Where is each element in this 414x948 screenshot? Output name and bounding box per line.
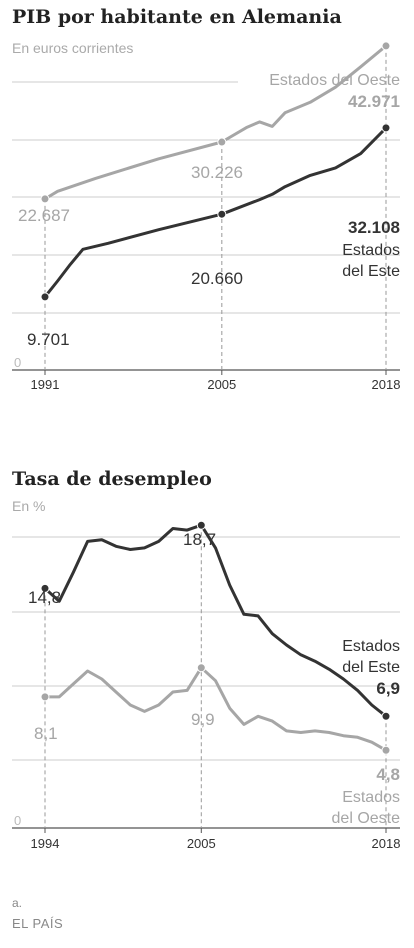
gdp-x-ticks: 1991 2005 2018 bbox=[31, 370, 401, 392]
unemployment-east-series-label-line1: Estados bbox=[342, 638, 400, 655]
gdp-east-label-2005: 20.660 bbox=[191, 269, 243, 288]
unemployment-west-series-label-line1: Estados bbox=[342, 789, 400, 806]
gdp-zero-label: 0 bbox=[14, 355, 21, 370]
unemployment-west-label-1994: 8,1 bbox=[34, 724, 58, 743]
unemployment-east-label-2018: 6,9 bbox=[376, 679, 400, 698]
series-line-estados-del-oeste bbox=[43, 666, 388, 752]
x-tick-label-1994: 1994 bbox=[31, 836, 60, 851]
unemployment-chart: 1994 2005 2018 0 14,8 18,7 Estados del Est… bbox=[12, 520, 401, 851]
gdp-data-points bbox=[40, 41, 391, 302]
x-tick-label-2018: 2018 bbox=[372, 377, 401, 392]
x-tick-label-2005: 2005 bbox=[207, 377, 236, 392]
data-point-1994 bbox=[40, 692, 50, 702]
unemployment-data-points bbox=[40, 520, 391, 755]
unemployment-west-series-label-line2: del Oeste bbox=[332, 810, 401, 827]
unemployment-chart-title: Tasa de desempleo bbox=[12, 468, 212, 490]
x-tick-label-2005: 2005 bbox=[187, 836, 216, 851]
unemployment-west-label-2005: 9,9 bbox=[191, 710, 215, 729]
data-point-1994 bbox=[40, 583, 50, 593]
unemployment-reference-lines bbox=[44, 525, 387, 828]
gdp-east-label-1991: 9.701 bbox=[27, 330, 70, 349]
data-point-2005 bbox=[217, 209, 227, 219]
unemployment-west-label-2018: 4,8 bbox=[376, 765, 400, 784]
unemployment-east-label-1994: 14,8 bbox=[28, 588, 61, 607]
gdp-east-label-2018: 32.108 bbox=[348, 218, 400, 237]
data-point-2018 bbox=[381, 745, 391, 755]
unemployment-east-label-2005: 18,7 bbox=[183, 530, 216, 549]
gdp-west-label-1991: 22.687 bbox=[18, 206, 70, 225]
gdp-series-lines bbox=[43, 44, 388, 299]
gdp-grid bbox=[12, 81, 400, 371]
footnote: a. bbox=[12, 896, 23, 910]
unemployment-series-lines bbox=[43, 523, 388, 752]
gdp-west-label-2018: 42.971 bbox=[348, 92, 400, 111]
data-point-2018 bbox=[381, 711, 391, 721]
data-point-2005 bbox=[196, 520, 206, 530]
gdp-reference-lines bbox=[44, 45, 387, 370]
gdp-west-label-2005: 30.226 bbox=[191, 163, 243, 182]
data-point-2005 bbox=[217, 137, 227, 147]
gdp-east-series-label-line2: del Este bbox=[342, 263, 400, 280]
data-point-1991 bbox=[40, 292, 50, 302]
gdp-chart-subtitle: En euros corrientes bbox=[12, 40, 134, 56]
gdp-chart-title: PIB por habitante en Alemania bbox=[12, 6, 342, 28]
series-line-estados-del-oeste bbox=[43, 44, 388, 201]
gdp-east-series-label-line1: Estados bbox=[342, 242, 400, 259]
unemployment-x-ticks: 1994 2005 2018 bbox=[31, 828, 401, 851]
unemployment-chart-subtitle: En % bbox=[12, 498, 46, 514]
unemployment-zero-label: 0 bbox=[14, 813, 21, 828]
gdp-chart: 1991 2005 2018 0 22.687 30.226 Estados del… bbox=[12, 41, 401, 392]
series-line-estados-del-este bbox=[43, 523, 388, 718]
series-line-estados-del-este bbox=[43, 126, 388, 299]
unemployment-grid bbox=[12, 536, 400, 829]
x-tick-label-2018: 2018 bbox=[372, 836, 401, 851]
unemployment-east-series-label-line2: del Este bbox=[342, 659, 400, 676]
x-tick-label-1991: 1991 bbox=[31, 377, 60, 392]
data-point-1991 bbox=[40, 194, 50, 204]
gdp-west-series-label: Estados del Oeste bbox=[269, 72, 400, 89]
data-point-2005 bbox=[196, 663, 206, 673]
data-point-2018 bbox=[381, 123, 391, 133]
source-credit: EL PAÍS bbox=[12, 916, 64, 931]
data-point-2018 bbox=[381, 41, 391, 51]
